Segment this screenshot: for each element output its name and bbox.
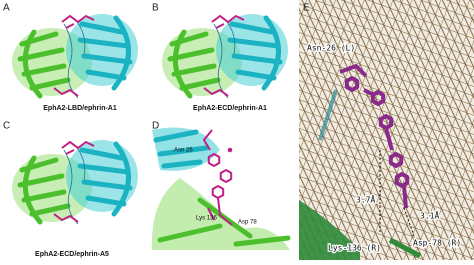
- structure-d: [151, 127, 291, 250]
- annotation: Lys-136 (R): [328, 244, 381, 253]
- caption: EphA2-ECD/ephrin-A5: [35, 251, 109, 258]
- panel-label: A: [3, 3, 10, 14]
- annotation: Lys 136: [196, 216, 217, 222]
- panel-label: C: [3, 121, 10, 132]
- structure-c: [12, 140, 138, 224]
- panel-label: E: [303, 3, 310, 14]
- annotation: Asn 26: [174, 148, 193, 154]
- caption: EphA2-LBD/ephrin-A1: [43, 105, 117, 112]
- caption: EphA2-ECD/ephrin-A1: [193, 105, 267, 112]
- panel-label: B: [152, 3, 159, 14]
- structure-a: [12, 14, 138, 98]
- annotation: 3.7Å: [356, 194, 375, 205]
- annotation: Asp-78 (R): [413, 239, 461, 248]
- panel-label: D: [152, 121, 159, 132]
- structure-b: [162, 14, 288, 98]
- annotation: Asn-26 (L): [307, 44, 355, 53]
- annotation: 3.1Å: [420, 210, 439, 221]
- annotation: Asp 78: [238, 220, 257, 226]
- density-map: [299, 0, 474, 260]
